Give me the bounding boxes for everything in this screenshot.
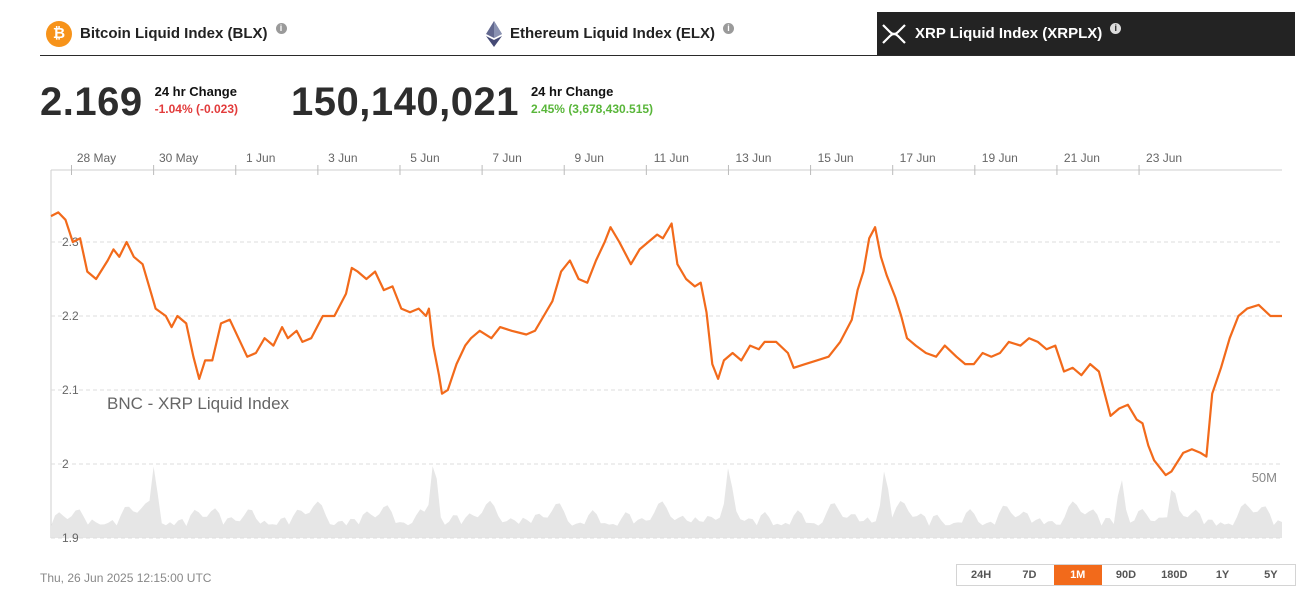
range-button-90d[interactable]: 90D — [1115, 569, 1137, 581]
price-change: 24 hr Change -1.04% (-0.023) — [155, 84, 238, 118]
volume-change: 24 hr Change 2.45% (3,678,430.515) — [531, 84, 653, 118]
x-tick-label: 1 Jun — [246, 151, 275, 165]
tab-xrp-liquid-index[interactable]: XRP Liquid Index (XRPLX) i — [877, 12, 1295, 55]
index-tabs: ₿ Bitcoin Liquid Index (BLX) i Ethereum … — [40, 12, 1295, 56]
x-tick-label: 30 May — [159, 151, 198, 165]
tab-label: XRP Liquid Index (XRPLX) — [915, 25, 1103, 42]
x-tick-label: 13 Jun — [735, 151, 771, 165]
range-button-180d[interactable]: 180D — [1161, 569, 1188, 581]
chart-watermark: BNC - XRP Liquid Index — [107, 394, 290, 413]
x-tick-label: 17 Jun — [900, 151, 936, 165]
y-tick-label: 2.3 — [62, 235, 79, 249]
range-selector: 24H 7D 1M 90D 180D 1Y 5Y — [956, 564, 1296, 586]
bitcoin-icon: ₿ — [46, 20, 72, 47]
x-tick-label: 21 Jun — [1064, 151, 1100, 165]
chart-timestamp: Thu, 26 Jun 2025 12:15:00 UTC — [40, 571, 212, 585]
x-tick-label: 23 Jun — [1146, 151, 1182, 165]
tab-bitcoin-liquid-index[interactable]: ₿ Bitcoin Liquid Index (BLX) i — [40, 12, 458, 55]
x-tick-label: 7 Jun — [492, 151, 521, 165]
range-button-5y[interactable]: 5Y — [1264, 569, 1278, 581]
y-tick-label: 2 — [62, 457, 69, 471]
change-label: 24 hr Change — [154, 84, 237, 99]
price-value: 2.169 — [40, 80, 143, 124]
x-tick-label: 5 Jun — [410, 151, 439, 165]
info-icon[interactable]: i — [723, 23, 735, 34]
ethereum-icon — [486, 20, 502, 47]
y-tick-label: 2.1 — [62, 383, 79, 397]
volume-value: 150,140,021 — [291, 80, 519, 124]
change-value: -1.04% (-0.023) — [154, 102, 238, 116]
price-stat: 2.169 24 hr Change -1.04% (-0.023) — [40, 80, 238, 124]
volume-area — [51, 466, 1282, 538]
xrp-icon — [882, 23, 906, 44]
change-label: 24 hr Change — [530, 84, 614, 99]
x-tick-label: 11 Jun — [654, 151, 689, 165]
tab-label: Ethereum Liquid Index (ELX) — [510, 25, 716, 42]
y-tick-label: 2.2 — [62, 309, 79, 323]
change-value: 2.45% (3,678,430.515) — [530, 102, 654, 116]
volume-scale-label: 50M — [1252, 470, 1277, 485]
x-tick-label: 15 Jun — [818, 151, 854, 165]
x-tick-label: 9 Jun — [575, 151, 604, 165]
range-button-1y[interactable]: 1Y — [1215, 569, 1230, 581]
range-button-24h[interactable]: 24H — [971, 569, 992, 581]
info-icon[interactable]: i — [1110, 23, 1122, 34]
volume-stat: 150,140,021 24 hr Change 2.45% (3,678,43… — [291, 80, 653, 124]
range-button-1m[interactable]: 1M — [1053, 565, 1102, 585]
x-tick-label: 3 Jun — [328, 151, 357, 165]
tab-ethereum-liquid-index[interactable]: Ethereum Liquid Index (ELX) i — [458, 12, 877, 55]
range-button-7d[interactable]: 7D — [1022, 569, 1037, 581]
y-tick-label: 1.9 — [62, 531, 79, 545]
info-icon[interactable]: i — [275, 23, 287, 34]
tab-label: Bitcoin Liquid Index (BLX) — [80, 25, 268, 42]
x-tick-label: 28 May — [77, 151, 116, 165]
x-tick-label: 19 Jun — [982, 151, 1018, 165]
price-line[interactable] — [50, 211, 1282, 477]
